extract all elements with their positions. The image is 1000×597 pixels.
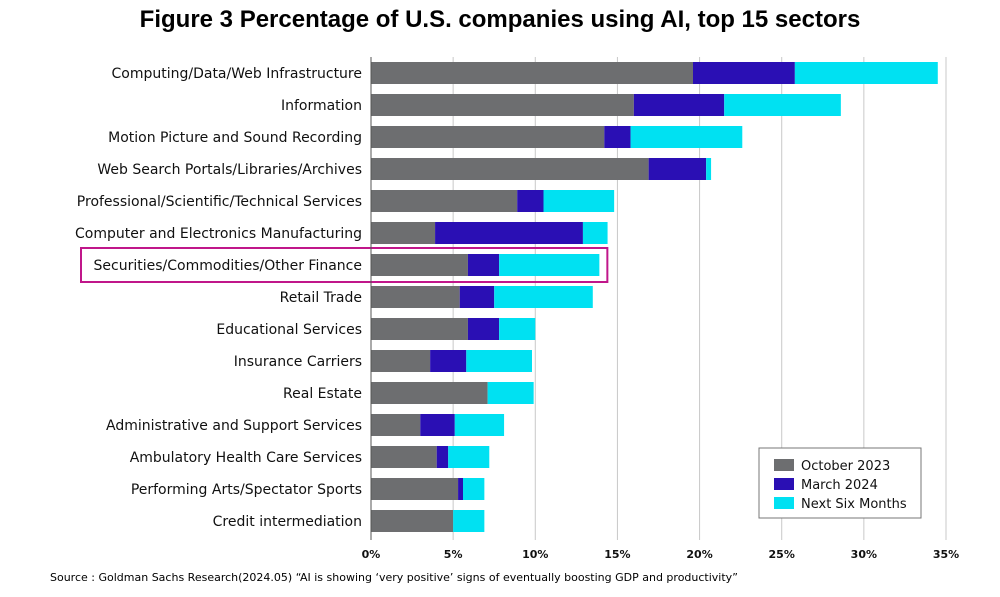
bar-segment xyxy=(794,62,938,84)
category-label: Computing/Data/Web Infrastructure xyxy=(111,66,362,82)
bar-segment xyxy=(467,318,500,340)
bar-segment xyxy=(499,318,536,340)
bar-segment xyxy=(371,318,468,340)
x-tick-label: 35% xyxy=(933,548,959,561)
bar-segment xyxy=(466,350,532,372)
bar-segment xyxy=(453,510,485,532)
bar-segment xyxy=(435,222,583,244)
bar-segment xyxy=(371,478,459,500)
chart-title: Figure 3 Percentage of U.S. companies us… xyxy=(139,6,861,33)
category-label: Motion Picture and Sound Recording xyxy=(108,130,362,146)
category-label: Retail Trade xyxy=(280,290,362,306)
bar-segment xyxy=(371,414,421,436)
x-tick-label: 5% xyxy=(444,548,463,561)
bar-segment xyxy=(648,158,707,180)
x-tick-label: 25% xyxy=(769,548,795,561)
bar-segment xyxy=(371,286,460,308)
bar-segment xyxy=(604,126,631,148)
x-tick-label: 20% xyxy=(686,548,712,561)
legend-label: Next Six Months xyxy=(801,497,907,512)
bar-segment xyxy=(517,190,544,212)
bar-segment xyxy=(582,222,608,244)
bar-segment xyxy=(693,62,795,84)
category-label: Real Estate xyxy=(283,386,362,402)
bar-segment xyxy=(436,446,449,468)
category-label: Administrative and Support Services xyxy=(106,418,362,434)
bar-segment xyxy=(494,286,593,308)
x-tick-label: 15% xyxy=(604,548,630,561)
bar-segment xyxy=(371,94,634,116)
bar-segment xyxy=(454,414,505,436)
bar-segment xyxy=(371,190,518,212)
category-label: Ambulatory Health Care Services xyxy=(130,450,362,466)
bar-segment xyxy=(420,414,455,436)
category-label: Information xyxy=(281,98,362,114)
category-label: Educational Services xyxy=(216,322,362,338)
bar-segment xyxy=(448,446,490,468)
bar-segment xyxy=(630,126,743,148)
bar-segment xyxy=(371,62,693,84)
legend-swatch xyxy=(774,459,794,471)
bar-segment xyxy=(467,254,500,276)
bar-segment xyxy=(463,478,485,500)
highlight-box xyxy=(80,247,609,283)
x-tick-label: 10% xyxy=(522,548,548,561)
legend-label: March 2024 xyxy=(801,478,878,493)
bar-segment xyxy=(724,94,841,116)
legend-swatch xyxy=(774,478,794,490)
category-label: Web Search Portals/Libraries/Archives xyxy=(97,162,362,178)
category-label: Credit intermediation xyxy=(213,514,362,530)
category-label: Securities/Commodities/Other Finance xyxy=(94,258,362,274)
x-tick-label: 30% xyxy=(851,548,877,561)
bar-segment xyxy=(371,222,436,244)
bar-segment xyxy=(371,126,605,148)
category-label: Insurance Carriers xyxy=(234,354,362,370)
source-note: Source : Goldman Sachs Research(2024.05)… xyxy=(50,571,738,584)
bar-segment xyxy=(543,190,615,212)
bar-segment xyxy=(371,254,468,276)
legend-swatch xyxy=(774,497,794,509)
bar-segment xyxy=(371,510,454,532)
bar-segment xyxy=(633,94,725,116)
category-label: Computer and Electronics Manufacturing xyxy=(75,226,362,242)
bar-segment xyxy=(487,382,534,404)
bar-segment xyxy=(371,350,431,372)
bar-segment xyxy=(459,286,495,308)
bar-segment xyxy=(706,158,712,180)
bar-segment xyxy=(430,350,467,372)
legend-label: October 2023 xyxy=(801,459,890,474)
category-label: Professional/Scientific/Technical Servic… xyxy=(77,194,362,210)
category-label: Performing Arts/Spectator Sports xyxy=(131,482,362,498)
bar-segment xyxy=(371,382,488,404)
bar-segment xyxy=(458,478,463,500)
bar-segment xyxy=(371,158,649,180)
x-tick-label: 0% xyxy=(362,548,381,561)
bar-segment xyxy=(499,254,600,276)
bar-segment xyxy=(371,446,437,468)
